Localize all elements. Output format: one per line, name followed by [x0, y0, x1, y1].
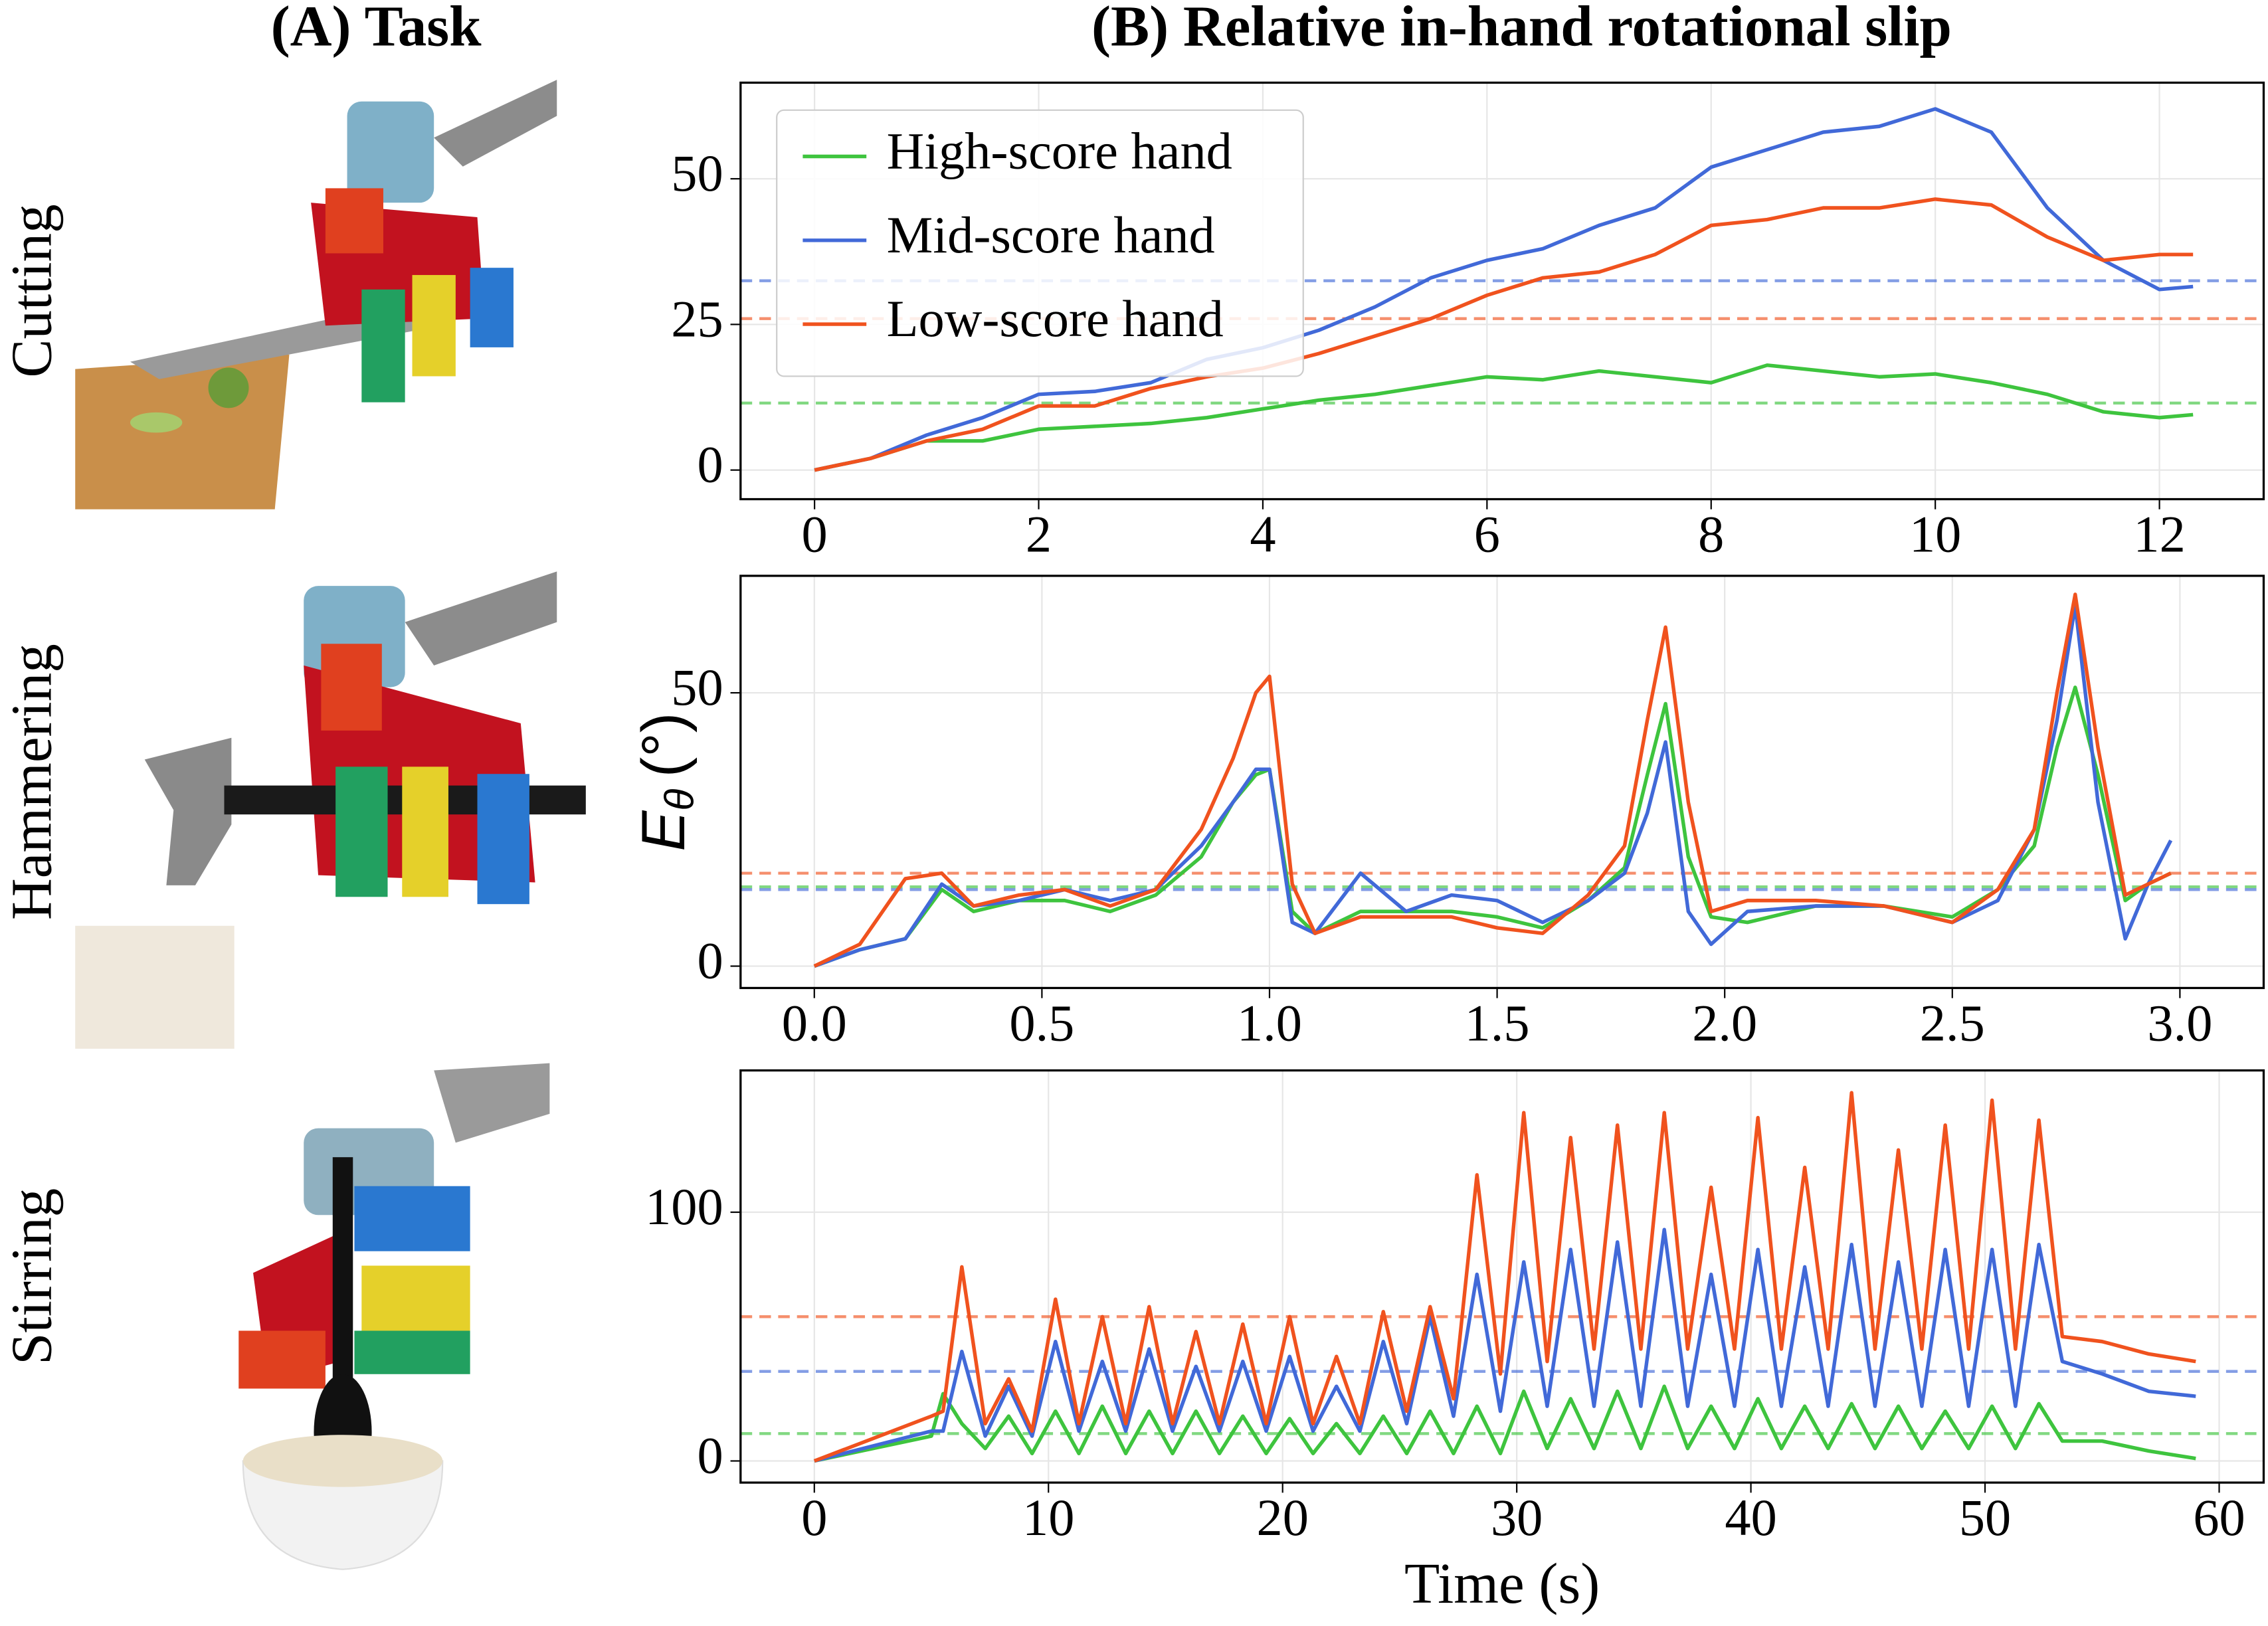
- y-tick-label: 100: [645, 1178, 723, 1235]
- y-tick-label: 25: [671, 290, 723, 347]
- series-line: [813, 1091, 2196, 1463]
- photo-stirring: [238, 1063, 550, 1570]
- task-label: Stirring: [0, 1188, 64, 1365]
- y-label-unit: (°): [630, 713, 698, 777]
- x-tick-label: 20: [1257, 1489, 1309, 1546]
- legend-label: Low-score hand: [887, 290, 1224, 347]
- series-line: [814, 1227, 2196, 1463]
- x-tick-label: 10: [1909, 505, 1961, 563]
- x-tick-label: 6: [1474, 505, 1500, 563]
- legend-label: Mid-score hand: [887, 206, 1215, 264]
- x-tick-label: 4: [1250, 505, 1276, 563]
- series-line: [814, 363, 2194, 472]
- x-tick-label: 2: [1026, 505, 1052, 563]
- plot-frame: [739, 81, 2265, 501]
- series-line: [813, 592, 2172, 968]
- x-tick-label: 2.5: [1920, 994, 1985, 1051]
- series-line: [814, 1384, 2196, 1463]
- task-label: Cutting: [0, 204, 64, 377]
- series-line: [813, 685, 2172, 968]
- x-tick-label: 60: [2193, 1489, 2245, 1546]
- y-tick-label: 50: [671, 144, 723, 202]
- y-tick-label: 50: [671, 658, 723, 716]
- x-tick-label: 0.5: [1009, 994, 1074, 1051]
- photo-cutting: [75, 80, 557, 509]
- x-tick-label: 2.0: [1692, 994, 1757, 1051]
- x-tick-label: 12: [2133, 505, 2185, 563]
- task-label: Hammering: [0, 644, 64, 920]
- x-tick-label: 3.0: [2147, 994, 2212, 1051]
- x-tick-label: 0: [802, 505, 828, 563]
- legend-label: High-score hand: [887, 122, 1232, 179]
- plot-frame: [739, 575, 2265, 990]
- x-tick-label: 0: [801, 1489, 827, 1546]
- y-tick-label: 0: [697, 1426, 723, 1484]
- plot-frame: [739, 1069, 2265, 1484]
- series-line: [814, 197, 2194, 472]
- x-tick-label: 8: [1698, 505, 1724, 563]
- legend-box: [776, 109, 1304, 377]
- x-tick-label: 1.0: [1237, 994, 1302, 1051]
- x-tick-label: 40: [1725, 1489, 1776, 1546]
- x-tick-label: 30: [1491, 1489, 1543, 1546]
- y-axis-label: Eθ (°): [630, 713, 702, 852]
- y-label-subscript: θ: [657, 789, 702, 811]
- x-tick-label: 10: [1022, 1489, 1074, 1546]
- y-tick-label: 0: [697, 932, 723, 990]
- photo-hammering: [75, 571, 586, 1049]
- y-tick-label: 0: [697, 436, 723, 494]
- panel-b-title: (B) Relative in-hand rotational slip: [1091, 0, 1952, 58]
- x-tick-label: 1.5: [1465, 994, 1530, 1051]
- panel-a-title: (A) Task: [271, 0, 482, 58]
- x-axis-label: Time (s): [1404, 1551, 1600, 1615]
- x-tick-label: 50: [1959, 1489, 2011, 1546]
- series-line: [814, 107, 2194, 472]
- y-label-symbol: E: [630, 810, 698, 852]
- x-tick-label: 0.0: [782, 994, 847, 1051]
